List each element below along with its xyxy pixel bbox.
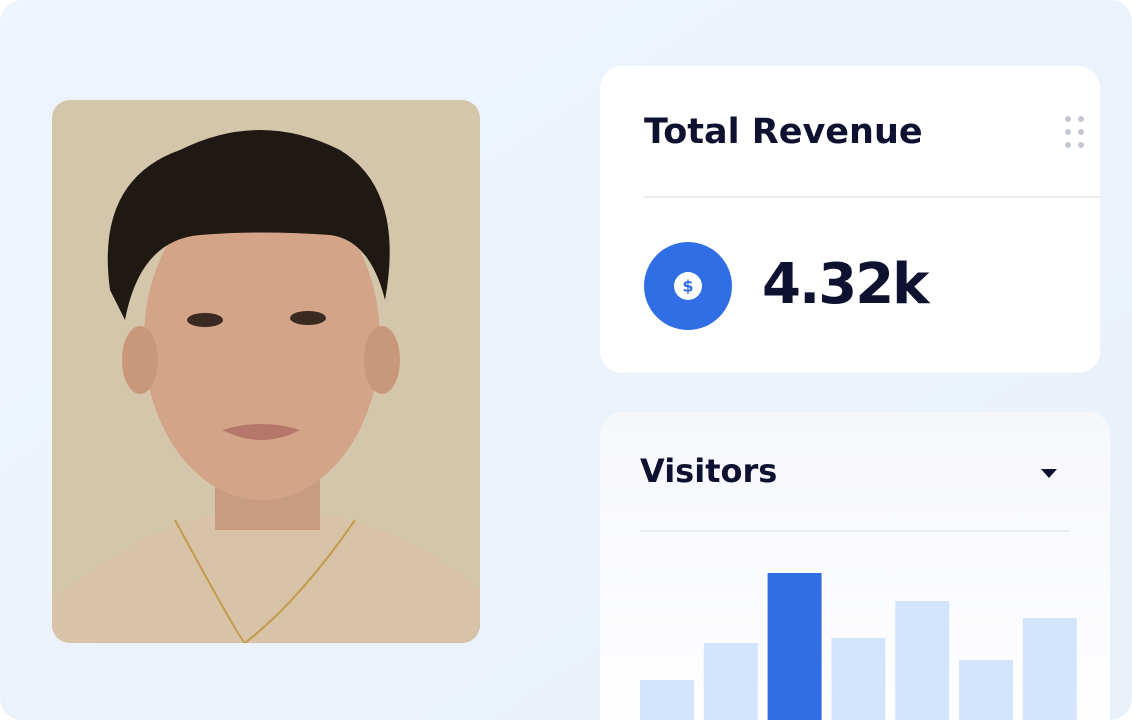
bar (640, 680, 694, 720)
revenue-card: Total Revenue $ 4.32k (600, 66, 1100, 373)
bar (895, 601, 950, 720)
card-title: Total Revenue (644, 112, 923, 152)
currency-icon: $ (682, 277, 693, 296)
bar (959, 660, 1013, 720)
icon-coin (674, 272, 702, 300)
profile-photo (52, 100, 480, 643)
bar (703, 643, 758, 720)
dropdown-caret[interactable] (1041, 469, 1057, 478)
drag-handle[interactable] (1065, 116, 1084, 148)
bar (1022, 618, 1077, 720)
bar (831, 638, 886, 720)
visitors-card: Visitors (600, 412, 1110, 720)
revenue-value: 4.32k (762, 252, 931, 317)
card-title: Visitors (640, 452, 777, 490)
bar (767, 573, 822, 720)
